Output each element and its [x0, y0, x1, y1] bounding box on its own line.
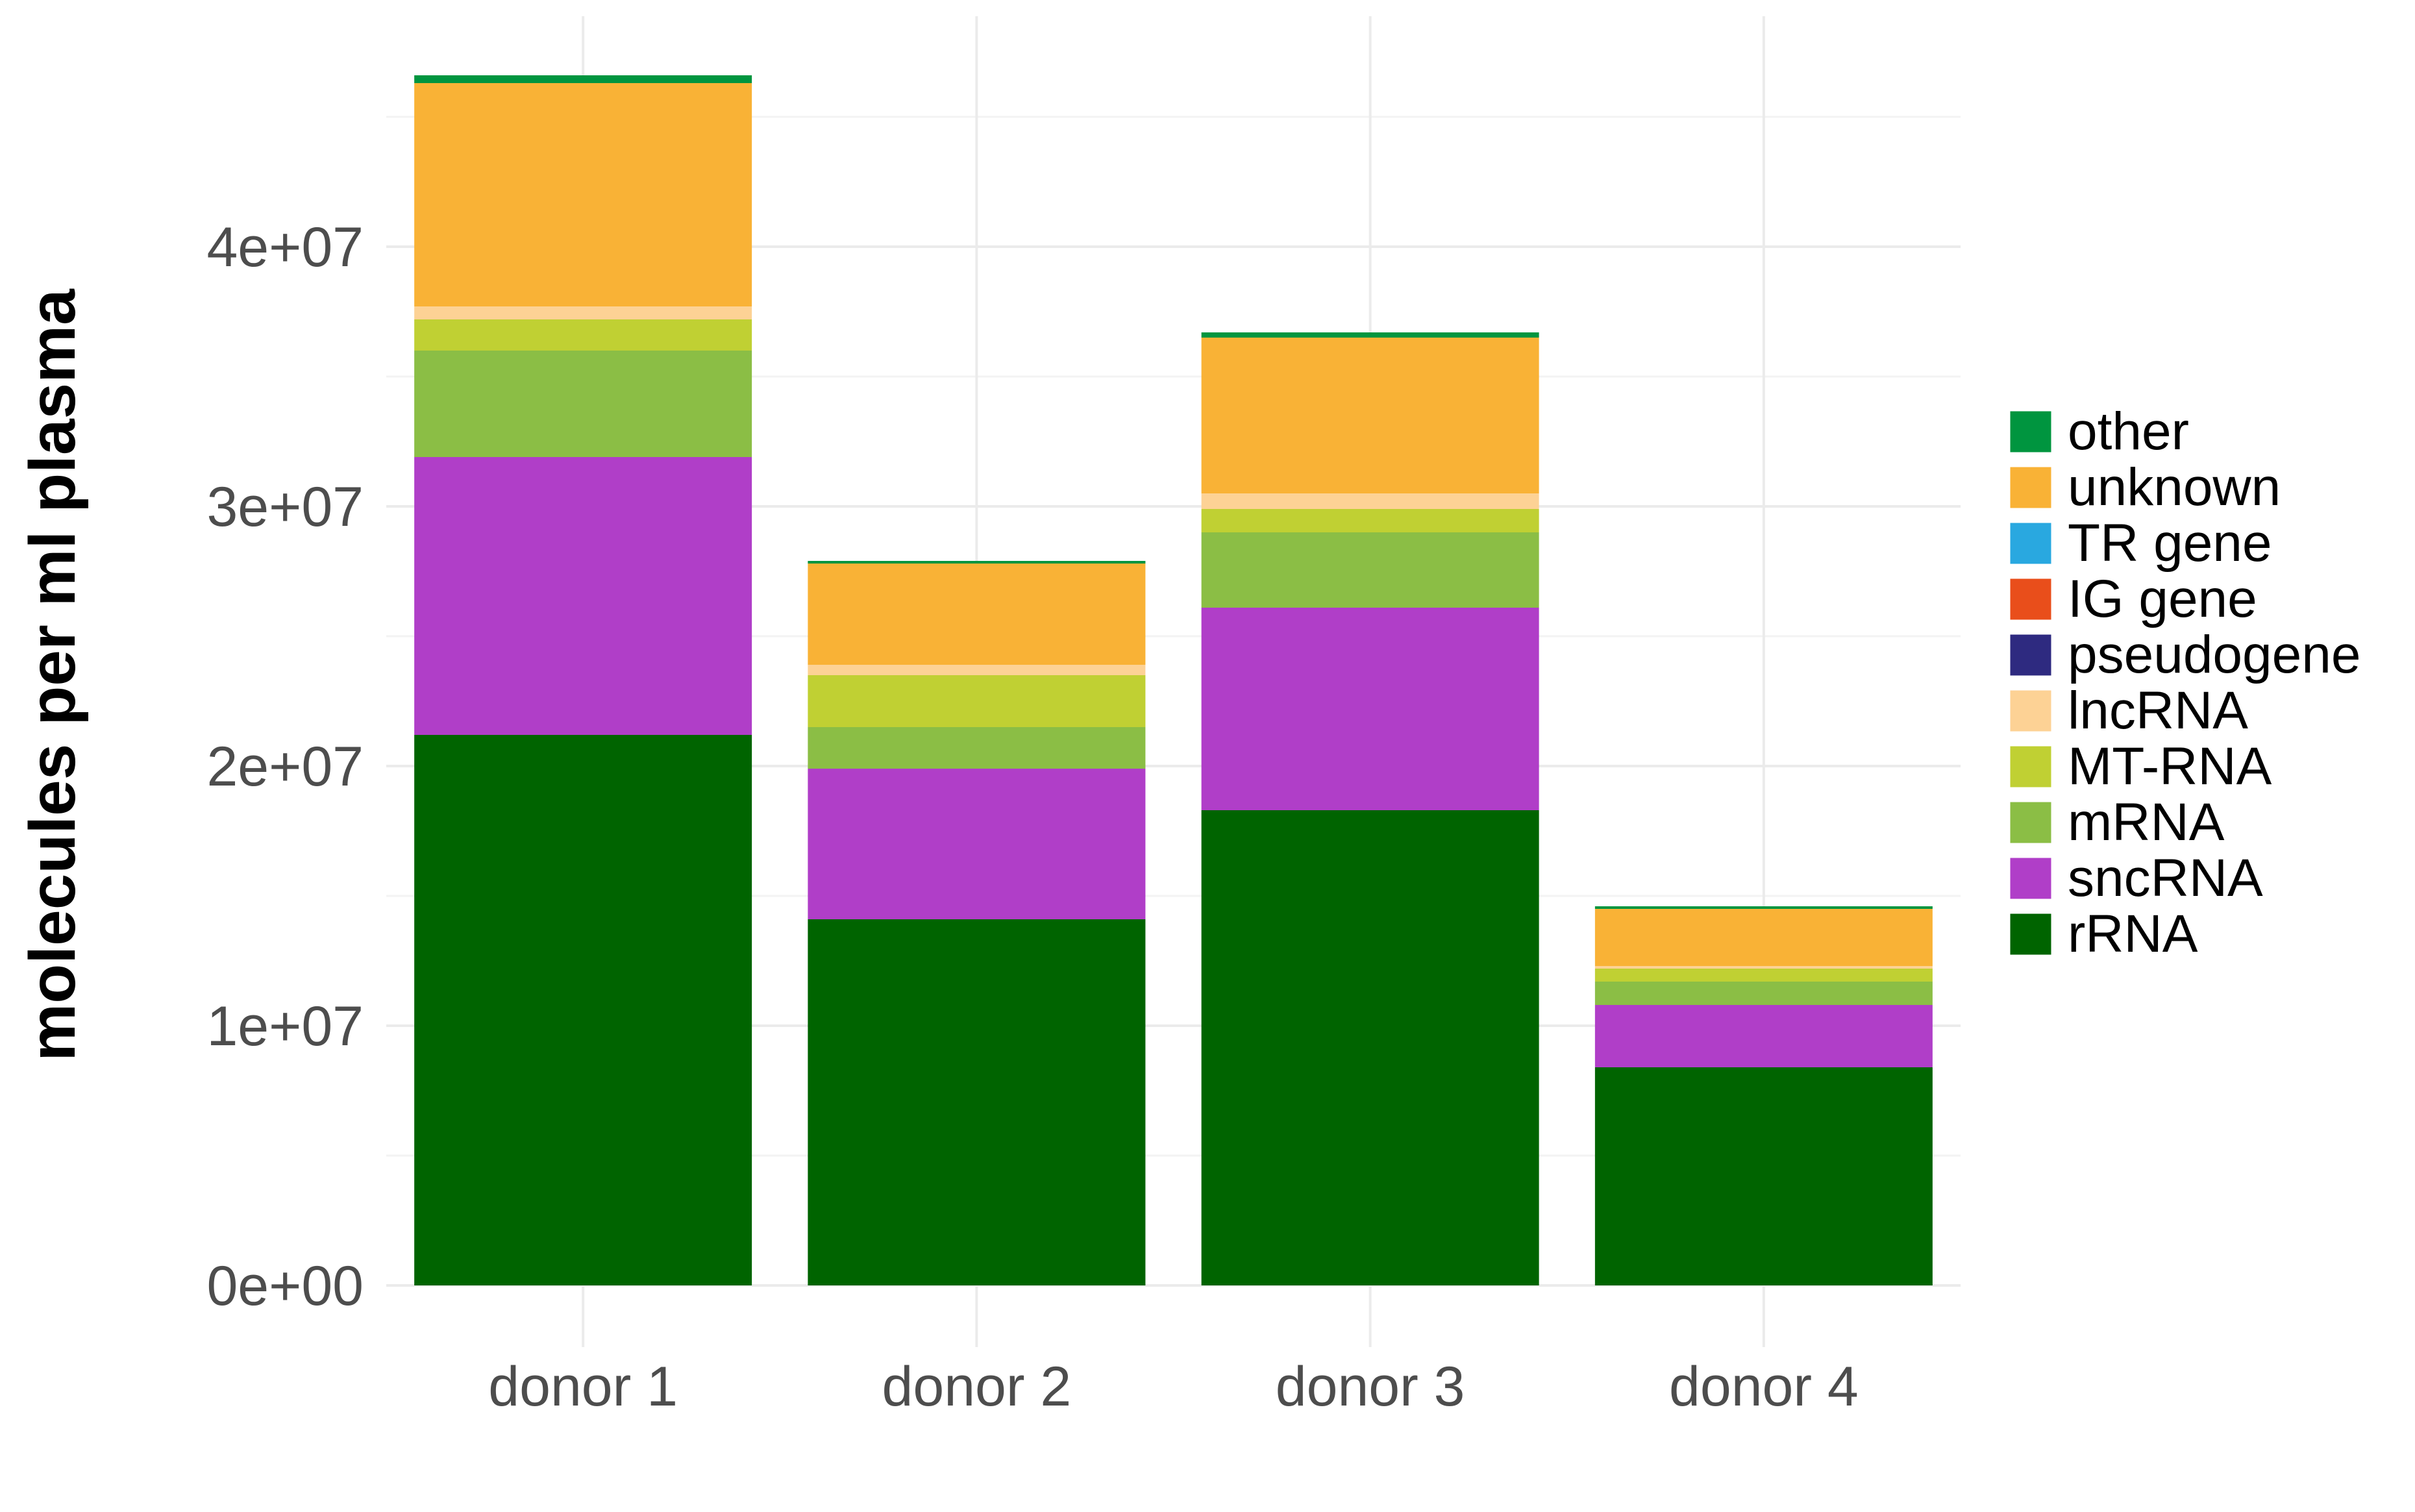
bar-segment-rrna-donor-3: [1201, 810, 1539, 1285]
y-tick-label: 3e+07: [206, 476, 364, 538]
x-tick-label: donor 1: [488, 1356, 678, 1418]
bar-segment-other-donor-1: [414, 75, 752, 83]
legend-key-sncrna: [2008, 856, 2053, 901]
y-axis-title: molecules per ml plasma: [16, 288, 89, 1061]
bar-segment-mrna-donor-3: [1201, 532, 1539, 608]
x-axis-ticks: donor 1 donor 2 donor 3 donor 4: [488, 1356, 1858, 1418]
bar-segment-rrna-donor-1: [414, 735, 752, 1285]
legend-label: MT-RNA: [2068, 737, 2272, 796]
x-tick-label: donor 4: [1669, 1356, 1859, 1418]
y-tick-label: 0e+00: [206, 1255, 364, 1317]
x-tick-label: donor 3: [1276, 1356, 1465, 1418]
legend-label: TR gene: [2068, 514, 2272, 573]
y-tick-label: 2e+07: [206, 736, 364, 798]
bar-segment-mrna-donor-4: [1594, 982, 1933, 1005]
bar-segment-mt-rna-donor-4: [1594, 969, 1933, 982]
legend-key-other: [2008, 409, 2053, 454]
legend-key-mt-rna: [2008, 744, 2053, 789]
legend-label: sncRNA: [2068, 849, 2263, 908]
bar-segment-unknown-donor-1: [414, 83, 752, 306]
bar-segment-lncrna-donor-4: [1594, 966, 1933, 969]
bar-segment-sncrna-donor-1: [414, 457, 752, 735]
bar-segment-rrna-donor-2: [808, 919, 1146, 1285]
bar-segment-unknown-donor-3: [1201, 338, 1539, 493]
legend-key-lncrna: [2008, 688, 2053, 734]
legend-key-tr-gene: [2008, 521, 2053, 566]
bar-segment-rrna-donor-4: [1594, 1067, 1933, 1285]
bar-segment-other-donor-4: [1594, 906, 1933, 909]
bar-segment-sncrna-donor-3: [1201, 608, 1539, 810]
bars: [414, 75, 1933, 1285]
legend-key-ig-gene: [2008, 576, 2053, 622]
bar-segment-mrna-donor-1: [414, 351, 752, 457]
bar-segment-lncrna-donor-3: [1201, 493, 1539, 509]
bar-segment-sncrna-donor-4: [1594, 1005, 1933, 1067]
legend-key-mrna: [2008, 800, 2053, 845]
bar-segment-lncrna-donor-2: [808, 665, 1146, 675]
legend-label: mRNA: [2068, 793, 2225, 852]
y-axis-ticks: 0e+00 1e+07 2e+07 3e+07 4e+07: [206, 216, 364, 1317]
y-tick-label: 4e+07: [206, 216, 364, 279]
legend-label: other: [2068, 402, 2189, 461]
bar-segment-mt-rna-donor-1: [414, 319, 752, 351]
bar-segment-other-donor-2: [808, 561, 1146, 564]
bar-segment-lncrna-donor-1: [414, 306, 752, 319]
legend-label: lncRNA: [2068, 681, 2248, 740]
legend-label: rRNA: [2068, 904, 2198, 963]
y-tick-label: 1e+07: [206, 995, 364, 1058]
bar-segment-other-donor-3: [1201, 332, 1539, 338]
bar-segment-mt-rna-donor-2: [808, 675, 1146, 727]
x-tick-label: donor 2: [882, 1356, 1072, 1418]
bar-segment-unknown-donor-2: [808, 564, 1146, 665]
legend-key-pseudogene: [2008, 632, 2053, 678]
legend-key-unknown: [2008, 465, 2053, 510]
bar-segment-mt-rna-donor-3: [1201, 509, 1539, 532]
legend-key-rrna: [2008, 911, 2053, 957]
legend-label: pseudogene: [2068, 625, 2360, 684]
bar-segment-sncrna-donor-2: [808, 769, 1146, 919]
legend-label: IG gene: [2068, 569, 2257, 628]
bar-segment-mrna-donor-2: [808, 727, 1146, 769]
bar-segment-unknown-donor-4: [1594, 909, 1933, 966]
legend-label: unknown: [2068, 458, 2281, 517]
